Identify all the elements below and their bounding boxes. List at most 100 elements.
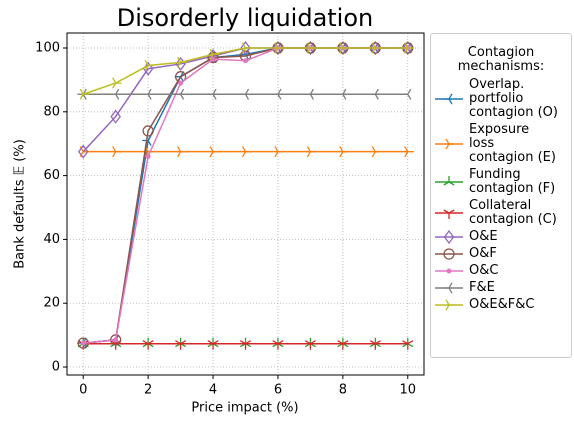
legend-swatch bbox=[435, 230, 463, 244]
y-tick-label: 80 bbox=[43, 104, 60, 119]
legend-entry: Exposure loss contagion (E) bbox=[431, 123, 571, 165]
point-marker bbox=[240, 40, 251, 56]
point-marker bbox=[306, 146, 317, 158]
point-marker bbox=[243, 58, 248, 64]
point-marker bbox=[369, 88, 379, 100]
point-marker bbox=[142, 125, 154, 137]
point-marker bbox=[80, 340, 86, 346]
y-tick-label: 0 bbox=[52, 360, 60, 375]
point-marker bbox=[239, 340, 252, 350]
legend-label: Exposure loss contagion (E) bbox=[469, 122, 556, 165]
point-marker bbox=[209, 146, 220, 158]
point-marker bbox=[210, 56, 216, 62]
point-marker bbox=[142, 340, 154, 350]
point-marker bbox=[337, 40, 349, 56]
legend-marker bbox=[443, 282, 453, 294]
point-marker bbox=[241, 42, 252, 54]
legend-entry: Collateral contagion (C) bbox=[431, 199, 571, 227]
legend-marker bbox=[443, 176, 455, 186]
point-marker bbox=[370, 40, 381, 56]
x-tick-label: 8 bbox=[339, 383, 347, 398]
point-marker bbox=[209, 48, 220, 60]
x-tick-label: 6 bbox=[274, 383, 282, 398]
y-tick-label: 60 bbox=[43, 168, 60, 183]
legend-swatch bbox=[435, 299, 463, 311]
point-marker bbox=[339, 42, 349, 54]
point-marker bbox=[112, 77, 122, 89]
legend-marker bbox=[445, 138, 455, 150]
x-tick-label: 4 bbox=[209, 383, 217, 398]
point-marker bbox=[239, 88, 250, 100]
legend-swatch bbox=[435, 138, 463, 150]
y-tick-label: 100 bbox=[35, 40, 60, 55]
legend-entry: F&E bbox=[431, 281, 571, 295]
chart-title: Disorderly liquidation bbox=[117, 4, 374, 32]
legend-entry: Overlap. portfolio contagion (O) bbox=[431, 78, 571, 120]
point-marker bbox=[371, 146, 382, 158]
point-marker bbox=[305, 40, 316, 56]
point-marker bbox=[144, 59, 155, 72]
point-marker bbox=[177, 56, 187, 68]
point-marker bbox=[404, 42, 414, 54]
legend-label: Overlap. portfolio contagion (O) bbox=[469, 77, 558, 120]
point-marker bbox=[79, 88, 90, 100]
legend-swatch bbox=[435, 282, 463, 294]
point-marker bbox=[207, 51, 219, 64]
point-marker bbox=[369, 340, 381, 350]
legend-label: O&E bbox=[469, 229, 498, 244]
legend-marker bbox=[443, 230, 455, 244]
legend-swatch bbox=[435, 248, 463, 260]
point-marker bbox=[174, 88, 185, 100]
legend-label: O&E&F&C bbox=[469, 297, 535, 312]
legend-marker bbox=[445, 299, 455, 311]
point-marker bbox=[112, 146, 122, 158]
legend-swatch bbox=[435, 176, 463, 186]
point-marker bbox=[109, 88, 120, 100]
legend-swatch bbox=[435, 268, 463, 274]
point-marker bbox=[304, 340, 316, 350]
point-marker bbox=[304, 88, 314, 100]
point-marker bbox=[402, 40, 414, 56]
point-marker bbox=[402, 340, 414, 350]
point-marker bbox=[177, 146, 187, 158]
legend-marker bbox=[443, 248, 455, 260]
plot-frame bbox=[66, 32, 425, 376]
point-marker bbox=[142, 88, 152, 100]
y-tick-label: 20 bbox=[43, 296, 60, 311]
x-tick-label: 2 bbox=[144, 383, 152, 398]
point-marker bbox=[274, 146, 284, 158]
point-marker bbox=[113, 337, 119, 343]
y-tick-label: 40 bbox=[43, 232, 60, 247]
point-marker bbox=[336, 88, 347, 100]
series-line bbox=[82, 47, 408, 153]
legend: Contagion mechanisms: Overlap. portfolio… bbox=[430, 33, 572, 358]
legend-label: O&F bbox=[469, 246, 497, 261]
point-marker bbox=[272, 40, 284, 56]
point-marker bbox=[110, 109, 121, 124]
legend-label: Funding contagion (F) bbox=[469, 167, 556, 196]
point-marker bbox=[401, 88, 412, 100]
point-marker bbox=[207, 340, 219, 350]
legend-entry: O&E bbox=[431, 230, 571, 244]
legend-entry: O&E&F&C bbox=[431, 298, 571, 312]
legend-swatch bbox=[435, 93, 463, 105]
point-marker bbox=[178, 80, 184, 86]
x-tick-label: 0 bbox=[79, 383, 87, 398]
point-marker bbox=[271, 88, 282, 100]
point-marker bbox=[339, 146, 349, 158]
y-axis-label: Bank defaults 𝔼 (%) bbox=[13, 139, 28, 269]
point-marker bbox=[77, 144, 89, 159]
point-marker bbox=[207, 88, 217, 100]
legend-marker bbox=[443, 209, 455, 219]
legend-label: O&C bbox=[469, 263, 499, 278]
point-marker bbox=[241, 146, 252, 158]
point-marker bbox=[404, 146, 414, 158]
legend-entry: O&F bbox=[431, 247, 571, 261]
legend-entry: O&C bbox=[431, 264, 571, 278]
x-axis-label: Price impact (%) bbox=[191, 401, 298, 416]
point-marker bbox=[371, 42, 382, 54]
point-marker bbox=[306, 42, 317, 54]
legend-label: Collateral contagion (C) bbox=[469, 198, 557, 227]
